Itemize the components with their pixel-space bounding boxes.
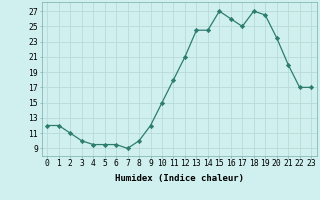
X-axis label: Humidex (Indice chaleur): Humidex (Indice chaleur) [115, 174, 244, 183]
